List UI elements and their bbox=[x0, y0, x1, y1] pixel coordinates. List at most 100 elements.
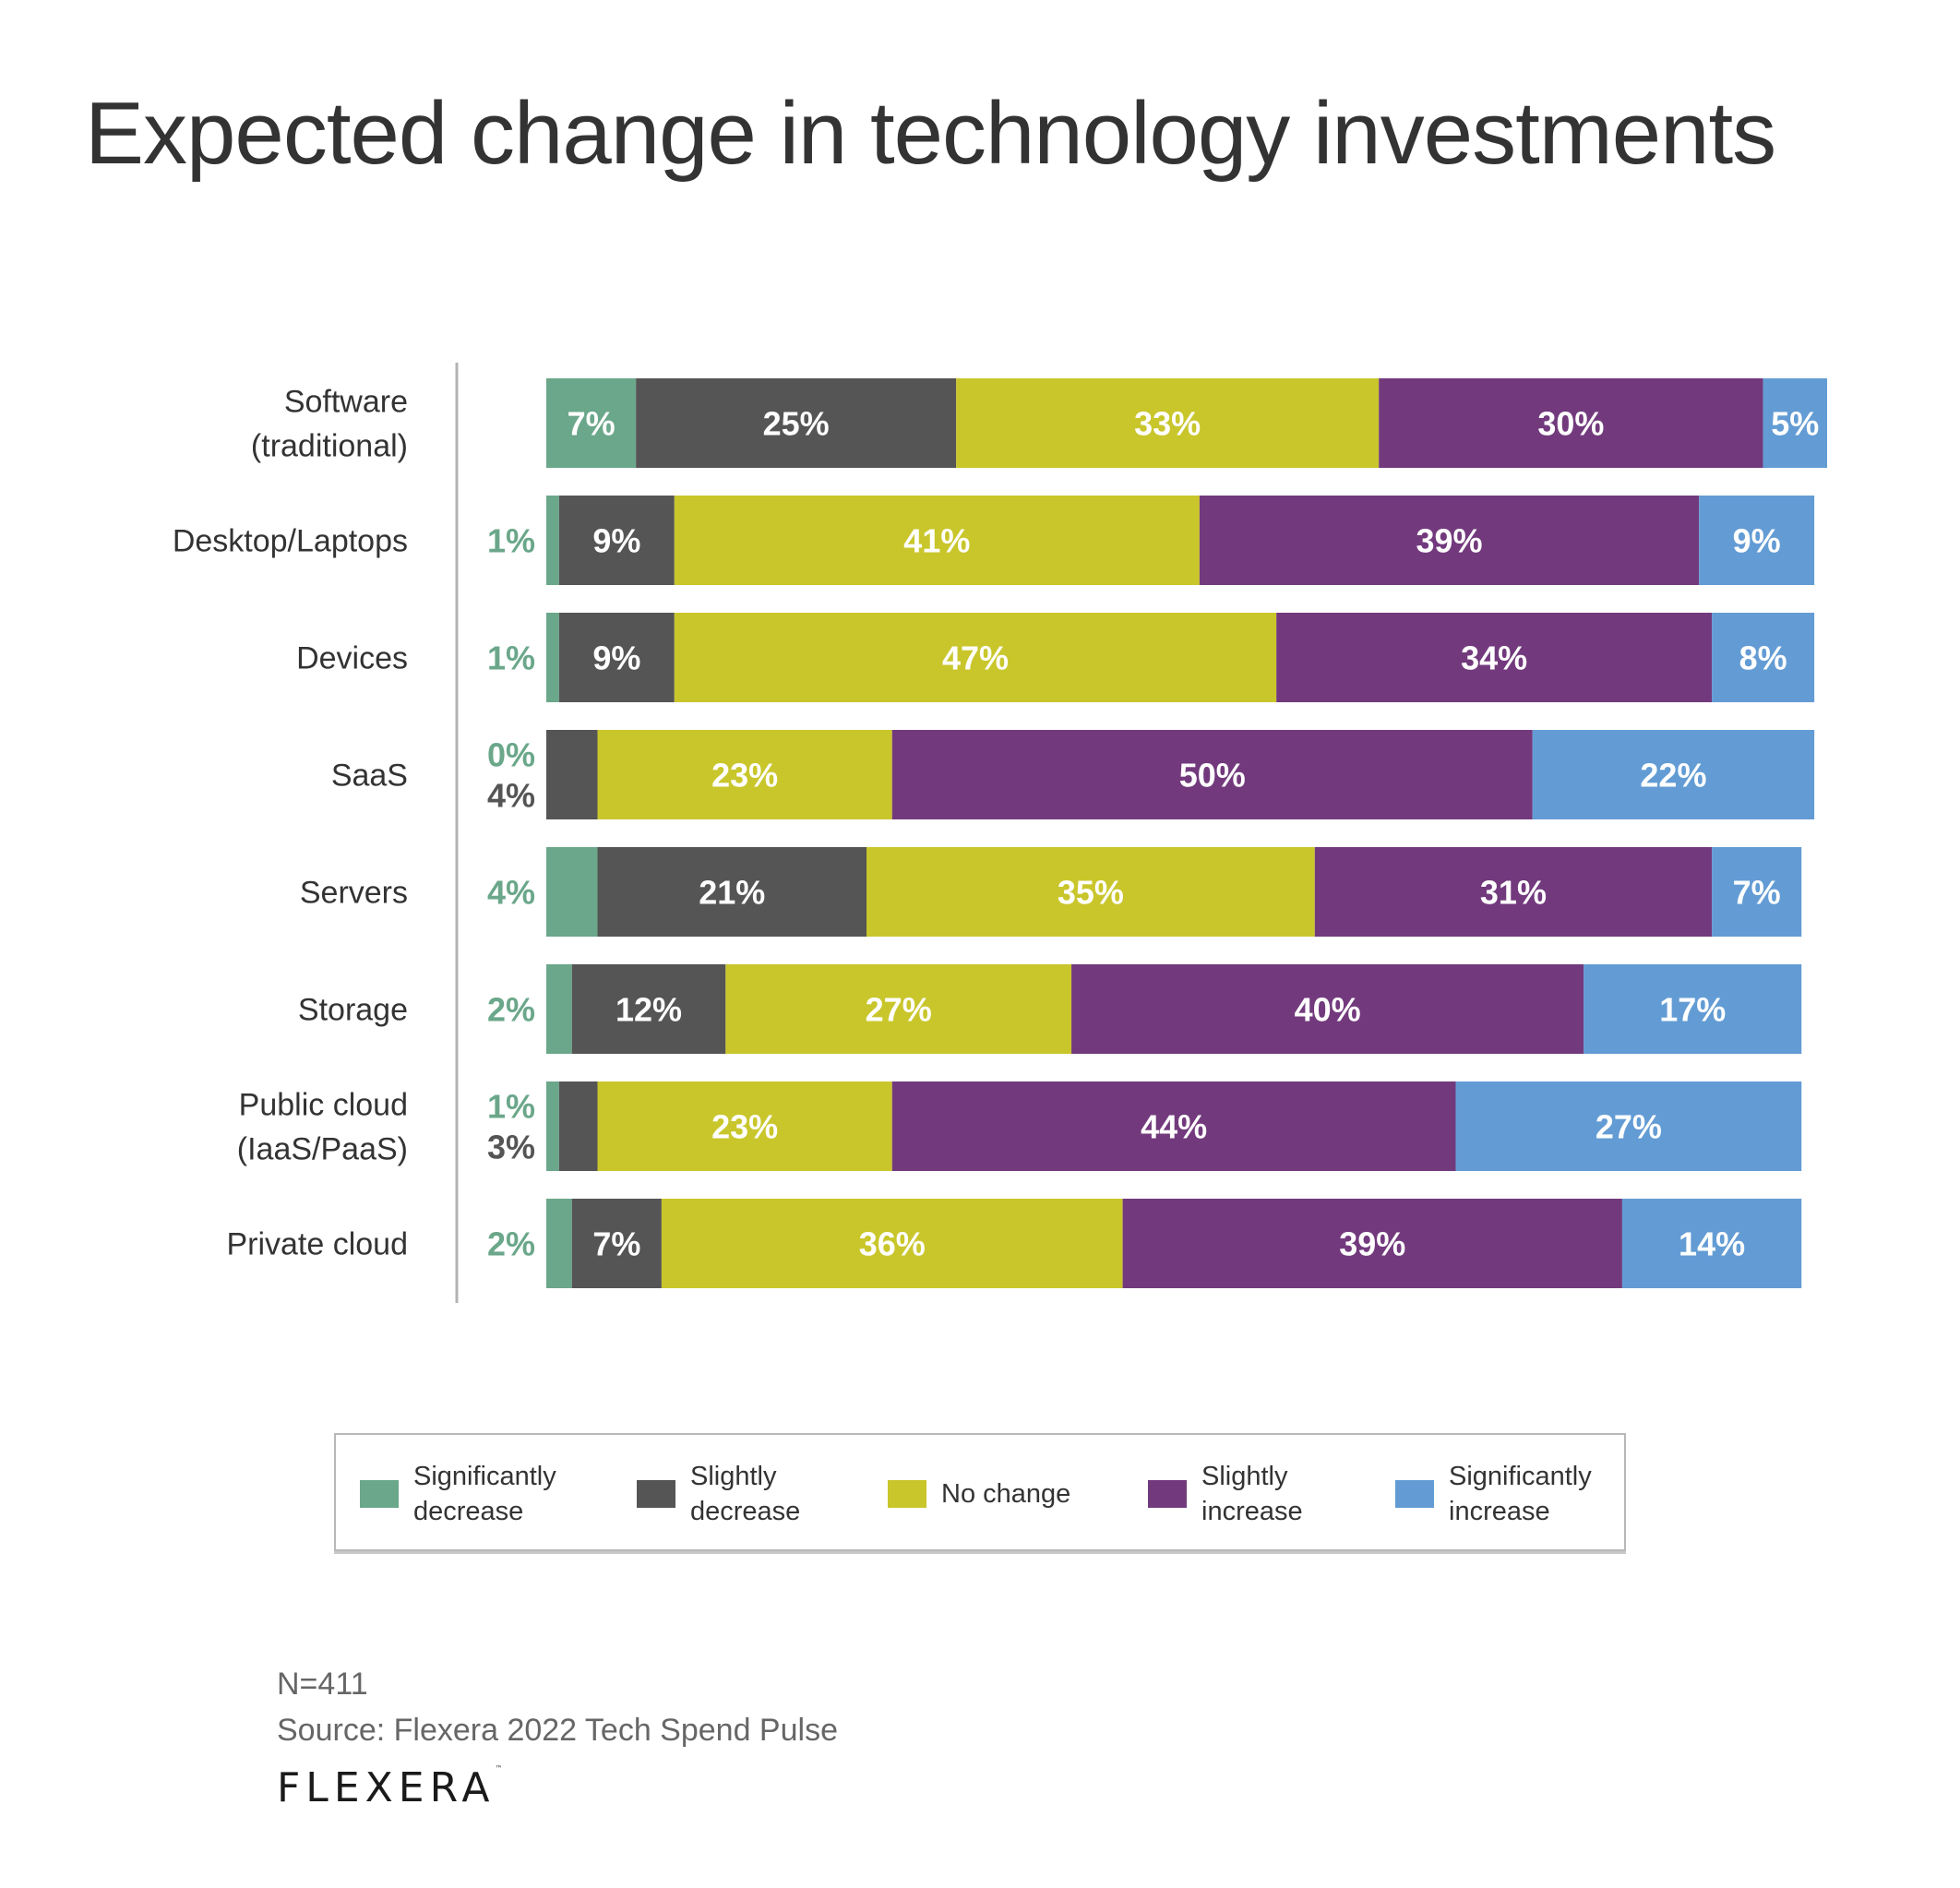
chart-title: Expected change in technology investment… bbox=[85, 84, 1776, 183]
data-label: 8% bbox=[1739, 639, 1787, 677]
data-label: 39% bbox=[1339, 1225, 1405, 1263]
bar-segment-slightly-decrease bbox=[558, 1081, 598, 1171]
data-label: 27% bbox=[866, 991, 932, 1029]
bar-segment-significantly-increase bbox=[1455, 1081, 1802, 1171]
bar-segment-slightly-increase bbox=[1314, 847, 1713, 937]
bar-segment-significantly-decrease bbox=[546, 1199, 572, 1288]
category-label: SaaS bbox=[331, 759, 408, 794]
legend-swatch-significantly-decrease bbox=[360, 1480, 399, 1508]
legend-swatch-slightly-increase bbox=[1148, 1480, 1187, 1508]
legend-item-slightly-decrease: Slightly decrease bbox=[637, 1435, 800, 1553]
bar-segment-slightly-decrease bbox=[558, 613, 675, 702]
data-label: 17% bbox=[1659, 991, 1726, 1029]
flexera-logo: FLEXERA™ bbox=[277, 1764, 502, 1811]
data-label: 12% bbox=[615, 991, 682, 1029]
bar-segment-slightly-decrease bbox=[636, 378, 957, 468]
legend-label: Slightly increase bbox=[1201, 1462, 1303, 1526]
bar-segment-significantly-increase bbox=[1532, 730, 1815, 819]
bar-segment-significantly-decrease bbox=[546, 964, 572, 1054]
data-label: 50% bbox=[1179, 757, 1246, 795]
legend-label: Slightly decrease bbox=[690, 1462, 801, 1526]
category-label: Desktop/Laptops bbox=[173, 524, 408, 559]
bar-segment-significantly-decrease bbox=[546, 847, 598, 937]
data-label: 5% bbox=[1771, 405, 1819, 443]
data-label: 9% bbox=[592, 639, 640, 677]
bar-segment-slightly-decrease bbox=[571, 964, 726, 1054]
outside-data-label: 4% bbox=[487, 777, 535, 815]
data-label: 7% bbox=[568, 405, 615, 443]
category-label: Devices bbox=[296, 641, 408, 676]
bar-segment-significantly-increase bbox=[1712, 847, 1802, 937]
bar-segment-significantly-increase bbox=[1584, 964, 1802, 1054]
data-label: 14% bbox=[1679, 1225, 1745, 1263]
data-label: 7% bbox=[1733, 874, 1781, 912]
data-label: 34% bbox=[1461, 639, 1527, 677]
bar-segment-slightly-increase bbox=[1199, 496, 1700, 585]
bar-segment-slightly-increase bbox=[891, 1081, 1456, 1171]
data-label: 44% bbox=[1141, 1108, 1207, 1146]
stacked-bar-chart: Software (traditional) 7% 25% 33% 30% 5% Deskto… bbox=[173, 363, 1827, 1303]
bar-segment-slightly-increase bbox=[1379, 378, 1763, 468]
data-label: 7% bbox=[592, 1225, 640, 1263]
data-label: 30% bbox=[1537, 405, 1604, 443]
outside-data-label: 2% bbox=[487, 991, 535, 1029]
outside-data-label: 3% bbox=[487, 1129, 535, 1166]
legend-label: Significantly decrease bbox=[413, 1462, 556, 1526]
sample-size: N=411 bbox=[277, 1667, 368, 1702]
data-label: 23% bbox=[711, 757, 778, 795]
bar-segment-slightly-increase bbox=[1122, 1199, 1622, 1288]
logo-text: FLEXERA bbox=[277, 1764, 496, 1811]
category-label: Servers bbox=[300, 876, 408, 911]
bar-segment-significantly-decrease bbox=[546, 1081, 559, 1171]
footer: N=411 Source: Flexera 2022 Tech Spend Pu… bbox=[277, 1661, 838, 1753]
data-label: 25% bbox=[763, 405, 830, 443]
category-label: Public cloud (IaaS/PaaS) bbox=[237, 1088, 408, 1167]
bar-segment-significantly-decrease bbox=[546, 378, 637, 468]
category-label: Private cloud bbox=[226, 1227, 408, 1262]
legend-item-no-change: No change bbox=[888, 1435, 1070, 1553]
data-label: 27% bbox=[1595, 1108, 1662, 1146]
bar-segment-slightly-decrease bbox=[571, 1199, 662, 1288]
legend-item-slightly-increase: Slightly increase bbox=[1148, 1435, 1303, 1553]
bar-segment-no-change bbox=[866, 847, 1315, 937]
bar-segment-slightly-decrease bbox=[597, 847, 866, 937]
data-label: 23% bbox=[711, 1108, 778, 1146]
bar-segment-slightly-increase bbox=[1071, 964, 1584, 1054]
bar-segment-significantly-increase bbox=[1712, 613, 1815, 702]
bar-segment-significantly-decrease bbox=[546, 613, 559, 702]
bar-segment-no-change bbox=[597, 1081, 892, 1171]
bar-segment-slightly-increase bbox=[1276, 613, 1713, 702]
bar-segment-significantly-decrease bbox=[546, 496, 559, 585]
legend-label: Significantly increase bbox=[1449, 1462, 1592, 1526]
category-label: Storage bbox=[298, 993, 408, 1028]
bar-segment-no-change bbox=[597, 730, 892, 819]
trademark-symbol: ™ bbox=[495, 1764, 503, 1773]
data-label: 9% bbox=[592, 522, 640, 560]
legend: Significantly decrease Slightly decrease… bbox=[334, 1433, 1626, 1551]
legend-swatch-slightly-decrease bbox=[637, 1480, 675, 1508]
outside-data-label: 1% bbox=[487, 1088, 535, 1126]
data-label: 47% bbox=[942, 639, 1009, 677]
data-label: 41% bbox=[903, 522, 970, 560]
bar-segment-slightly-decrease bbox=[558, 496, 675, 585]
bar-segment-no-change bbox=[661, 1199, 1123, 1288]
outside-data-label: 4% bbox=[487, 874, 535, 912]
bar-segment-significantly-increase bbox=[1763, 378, 1827, 468]
outside-data-label: 1% bbox=[487, 522, 535, 560]
bar-segment-slightly-increase bbox=[891, 730, 1533, 819]
bar-segment-no-change bbox=[674, 496, 1200, 585]
data-label: 21% bbox=[699, 874, 765, 912]
source-note: Source: Flexera 2022 Tech Spend Pulse bbox=[277, 1713, 838, 1748]
data-label: 33% bbox=[1134, 405, 1201, 443]
data-label: 35% bbox=[1058, 874, 1124, 912]
data-label: 36% bbox=[859, 1225, 926, 1263]
legend-swatch-no-change bbox=[888, 1480, 926, 1508]
bar-segment-slightly-decrease bbox=[546, 730, 598, 819]
bar-segment-significantly-increase bbox=[1699, 496, 1815, 585]
bar-segment-no-change bbox=[674, 613, 1277, 702]
outside-data-label: 0% bbox=[487, 736, 535, 774]
data-label: 40% bbox=[1295, 991, 1361, 1029]
data-label: 31% bbox=[1480, 874, 1547, 912]
legend-label: No change bbox=[941, 1479, 1071, 1509]
bar-segment-no-change bbox=[956, 378, 1380, 468]
